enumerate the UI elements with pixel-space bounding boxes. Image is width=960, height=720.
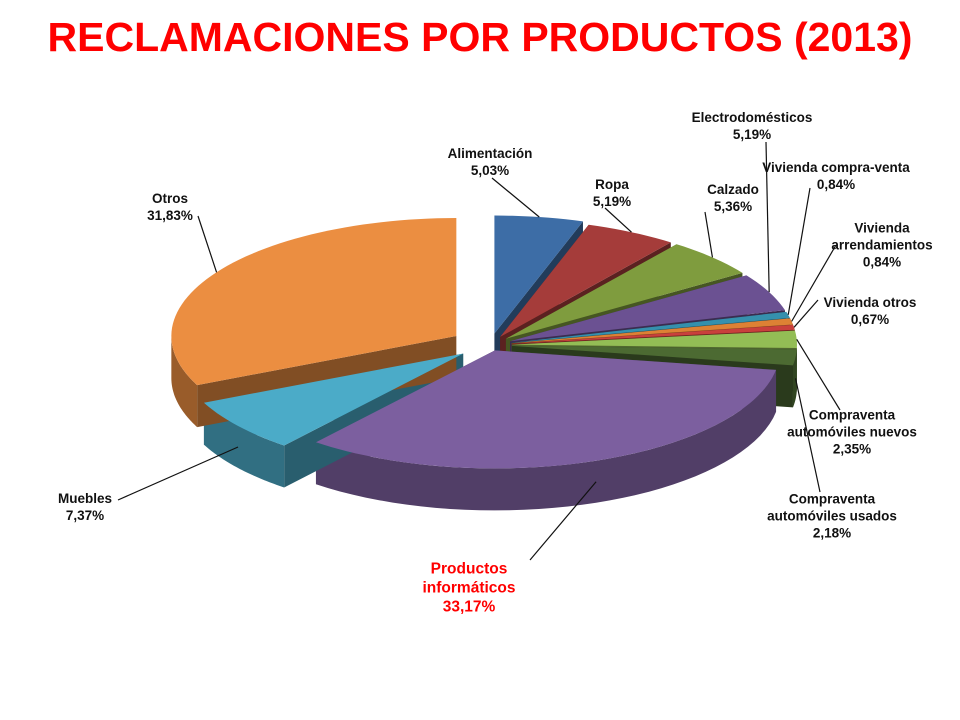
value-label: 2,18% (812, 525, 852, 541)
data-label: Muebles 7,37% (58, 490, 112, 524)
data-label: Calzado 5,36% (707, 181, 759, 215)
data-label: Alimentación 5,03% (448, 145, 533, 179)
slice (511, 311, 790, 343)
slice (171, 218, 457, 386)
slice-side (315, 369, 777, 511)
slice-side (792, 349, 797, 408)
slice (500, 224, 671, 337)
category-label: Muebles (57, 491, 113, 506)
value-label: 0,84% (816, 177, 856, 192)
value-label: 7,37% (65, 508, 105, 523)
slice (315, 350, 777, 469)
data-label: Vivienda arrendamientos 0,84% (827, 220, 937, 271)
slice (511, 324, 795, 344)
slice (203, 353, 464, 446)
slice (494, 215, 583, 334)
leader-line (529, 481, 597, 561)
leader-line (793, 299, 819, 328)
category-label: Ropa (595, 177, 629, 192)
leader-line (704, 211, 714, 258)
category-label: Vivienda arrendamientos (831, 220, 933, 253)
slice (505, 244, 743, 339)
leader-line (791, 244, 837, 322)
slice-tops (171, 215, 797, 469)
category-label: Calzado (707, 182, 759, 197)
value-label: 5,19% (592, 194, 632, 209)
category-label: Productos informáticos (422, 560, 516, 597)
leader-line (787, 187, 811, 315)
value-label: 5,36% (713, 199, 753, 214)
value-label: 0,84% (862, 254, 902, 270)
category-label: Compraventa automóviles usados (767, 491, 897, 524)
value-label: 0,67% (850, 312, 890, 327)
category-label: Vivienda compra-venta (762, 160, 910, 175)
slice (511, 330, 797, 349)
data-label: Vivienda otros 0,67% (824, 294, 917, 328)
leader-line (491, 177, 540, 218)
slice (510, 275, 785, 342)
data-label: Compraventa automóviles nuevos 2,35% (772, 407, 932, 458)
value-label: 33,17% (442, 598, 496, 616)
leader-line (794, 378, 821, 493)
slice-side (171, 336, 198, 428)
value-label: 2,35% (832, 441, 872, 457)
value-label: 5,19% (732, 127, 772, 142)
data-label: Compraventa automóviles usados 2,18% (752, 491, 912, 542)
leader-line (796, 339, 841, 411)
leader-line (604, 207, 632, 233)
data-label: Ropa 5,19% (593, 176, 631, 210)
data-label: Vivienda compra-venta 0,84% (762, 159, 910, 193)
category-label: Alimentación (447, 146, 533, 161)
category-label: Otros (151, 191, 189, 206)
slice (511, 318, 793, 344)
data-label: Productos informáticos 33,17% (404, 560, 534, 617)
leader-line (765, 141, 770, 293)
leader-line (197, 215, 218, 273)
slice (511, 345, 797, 366)
category-label: Compraventa automóviles nuevos (787, 407, 917, 440)
slice-side (203, 402, 285, 488)
data-label: Electrodomésticos 5,19% (692, 109, 813, 143)
category-label: Vivienda otros (823, 295, 917, 310)
data-label: Otros 31,83% (147, 190, 193, 224)
value-label: 31,83% (147, 208, 193, 223)
chart-title: RECLAMACIONES POR PRODUCTOS (2013) (47, 14, 913, 60)
category-label: Electrodomésticos (691, 110, 813, 125)
leader-line (117, 446, 239, 501)
value-label: 5,03% (470, 163, 510, 178)
